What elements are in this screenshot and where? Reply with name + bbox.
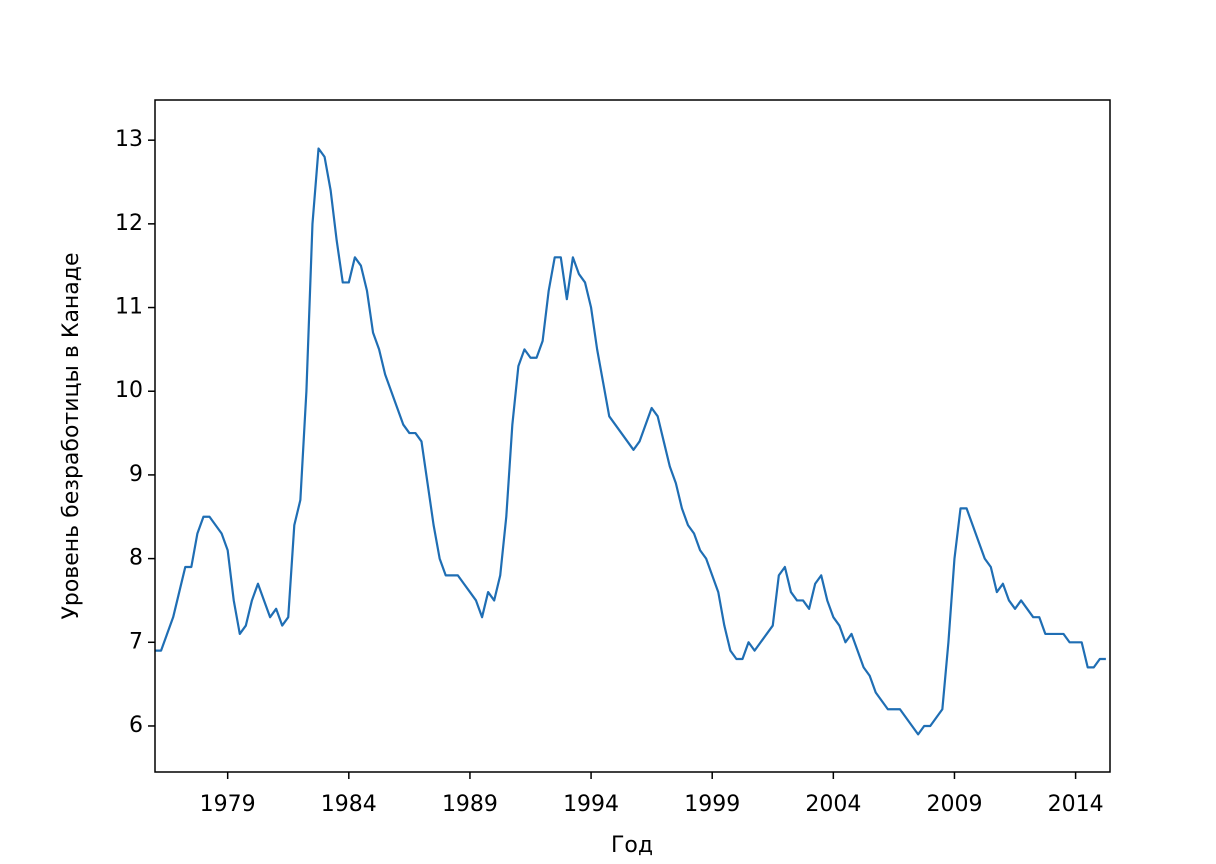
y-tick-label: 9 <box>129 462 143 487</box>
x-tick-label: 2004 <box>805 792 861 817</box>
y-tick-label: 11 <box>115 295 143 320</box>
y-axis-label: Уровень безработицы в Канаде <box>59 252 84 619</box>
y-tick-label: 13 <box>115 127 143 152</box>
data-line <box>155 147 1106 736</box>
x-tick-label: 2014 <box>1048 792 1104 817</box>
y-tick-label: 7 <box>129 629 143 654</box>
x-tick-label: 1979 <box>200 792 256 817</box>
y-tick-label: 10 <box>115 378 143 403</box>
x-tick-label: 1999 <box>684 792 740 817</box>
y-tick-label: 6 <box>129 713 143 738</box>
y-tick-label: 8 <box>129 546 143 571</box>
x-tick-label: 1989 <box>442 792 498 817</box>
x-tick-label: 2009 <box>926 792 982 817</box>
y-tick-label: 12 <box>115 211 143 236</box>
plot-frame <box>154 99 1111 773</box>
x-tick-label: 1994 <box>563 792 619 817</box>
x-tick-label: 1984 <box>321 792 377 817</box>
x-axis-label: Год <box>611 833 653 858</box>
